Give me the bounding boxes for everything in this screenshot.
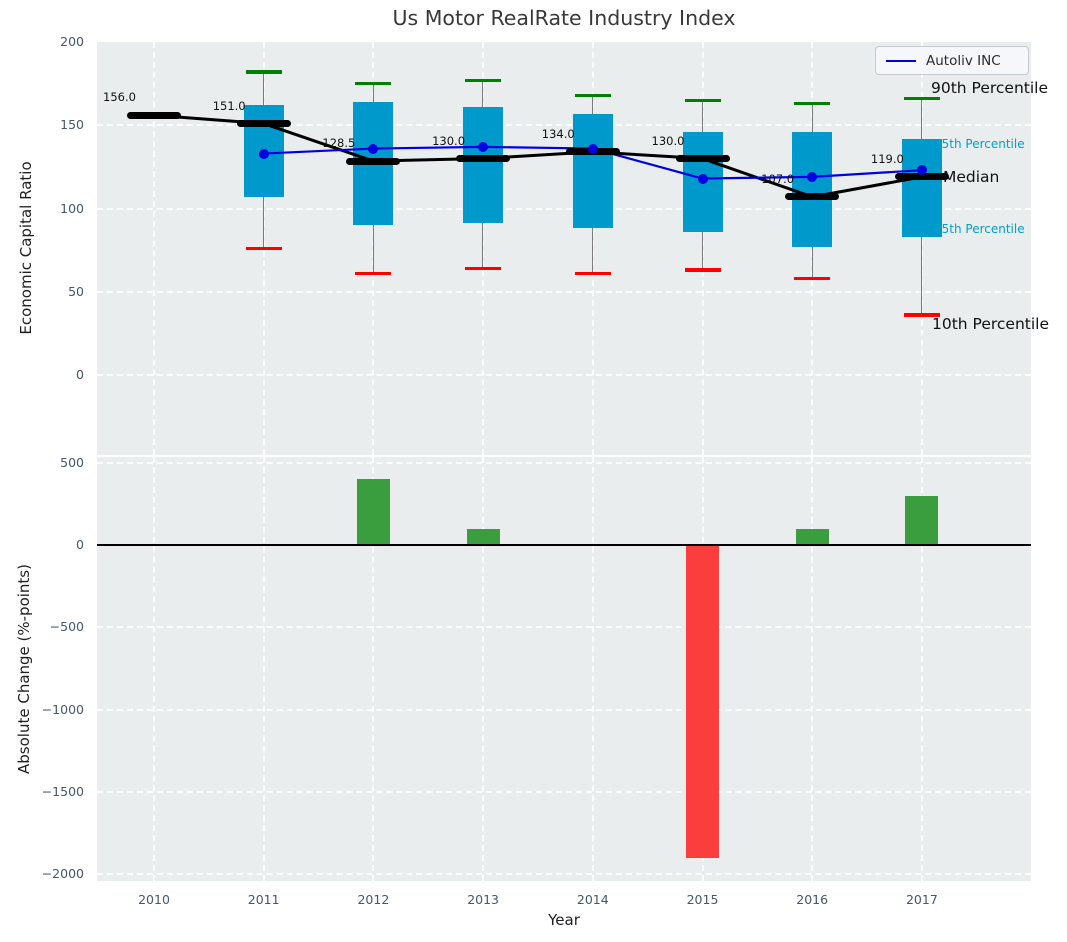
- top-ytick-label: 200: [32, 35, 84, 49]
- annotation-90th-percentile: 90th Percentile: [931, 78, 1048, 98]
- bottom-ytick-label: 0: [32, 538, 84, 552]
- median-segment: [676, 155, 730, 162]
- median-value-label: 130.0: [432, 134, 465, 148]
- median-value-label: 151.0: [213, 99, 246, 113]
- legend: Autoliv INC: [875, 46, 1029, 75]
- x-axis-label: Year: [464, 911, 664, 929]
- annotation-median: Median: [943, 167, 999, 187]
- median-value-label: 119.0: [871, 152, 904, 166]
- company-point: [368, 144, 378, 154]
- median-value-label: 130.0: [652, 134, 685, 148]
- company-point: [588, 144, 598, 154]
- bottom-ytick-label: −1500: [32, 785, 84, 799]
- xtick-label: 2014: [558, 892, 628, 907]
- xtick-label: 2013: [448, 892, 518, 907]
- legend-label: Autoliv INC: [926, 53, 1001, 69]
- annotation-75th-percentile: 75th Percentile: [934, 137, 1025, 151]
- median-segment: [456, 155, 510, 162]
- bottom-ytick-label: −500: [32, 620, 84, 634]
- figure: 156.0 151.0 128.5 130.0 134.0 130.0 107.0 119.0…: [0, 0, 1067, 942]
- top-y-axis-label: Economic Capital Ratio: [17, 161, 35, 334]
- line-layer: [0, 0, 1067, 942]
- median-segment: [237, 120, 291, 127]
- xtick-label: 2010: [119, 892, 189, 907]
- legend-line-icon: [886, 60, 916, 62]
- xtick-label: 2016: [777, 892, 847, 907]
- xtick-label: 2017: [887, 892, 957, 907]
- median-segment: [785, 193, 839, 200]
- company-point: [698, 174, 708, 184]
- annotation-25th-percentile: 25th Percentile: [934, 222, 1025, 236]
- xtick-label: 2011: [229, 892, 299, 907]
- bottom-y-axis-label: Absolute Change (%-points): [15, 564, 33, 774]
- bottom-ytick-label: 500: [32, 456, 84, 470]
- annotation-10th-percentile: 10th Percentile: [932, 314, 1049, 334]
- median-value-label: 134.0: [542, 127, 575, 141]
- top-ytick-label: 150: [32, 118, 84, 132]
- xtick-label: 2012: [338, 892, 408, 907]
- median-value-label: 156.0: [103, 90, 136, 104]
- median-value-label: 107.0: [761, 172, 794, 186]
- median-segment: [346, 158, 400, 165]
- median-line: [154, 115, 922, 197]
- company-point: [478, 142, 488, 152]
- top-ytick-label: 0: [32, 368, 84, 382]
- xtick-label: 2015: [668, 892, 738, 907]
- chart-title: Us Motor RealRate Industry Index: [97, 6, 1031, 30]
- bottom-ytick-label: −1000: [32, 703, 84, 717]
- top-ytick-label: 100: [32, 202, 84, 216]
- company-point: [807, 172, 817, 182]
- bottom-ytick-label: −2000: [32, 867, 84, 881]
- company-point: [259, 149, 269, 159]
- median-segment: [127, 112, 181, 119]
- median-value-label: 128.5: [322, 136, 355, 150]
- top-ytick-label: 50: [32, 285, 84, 299]
